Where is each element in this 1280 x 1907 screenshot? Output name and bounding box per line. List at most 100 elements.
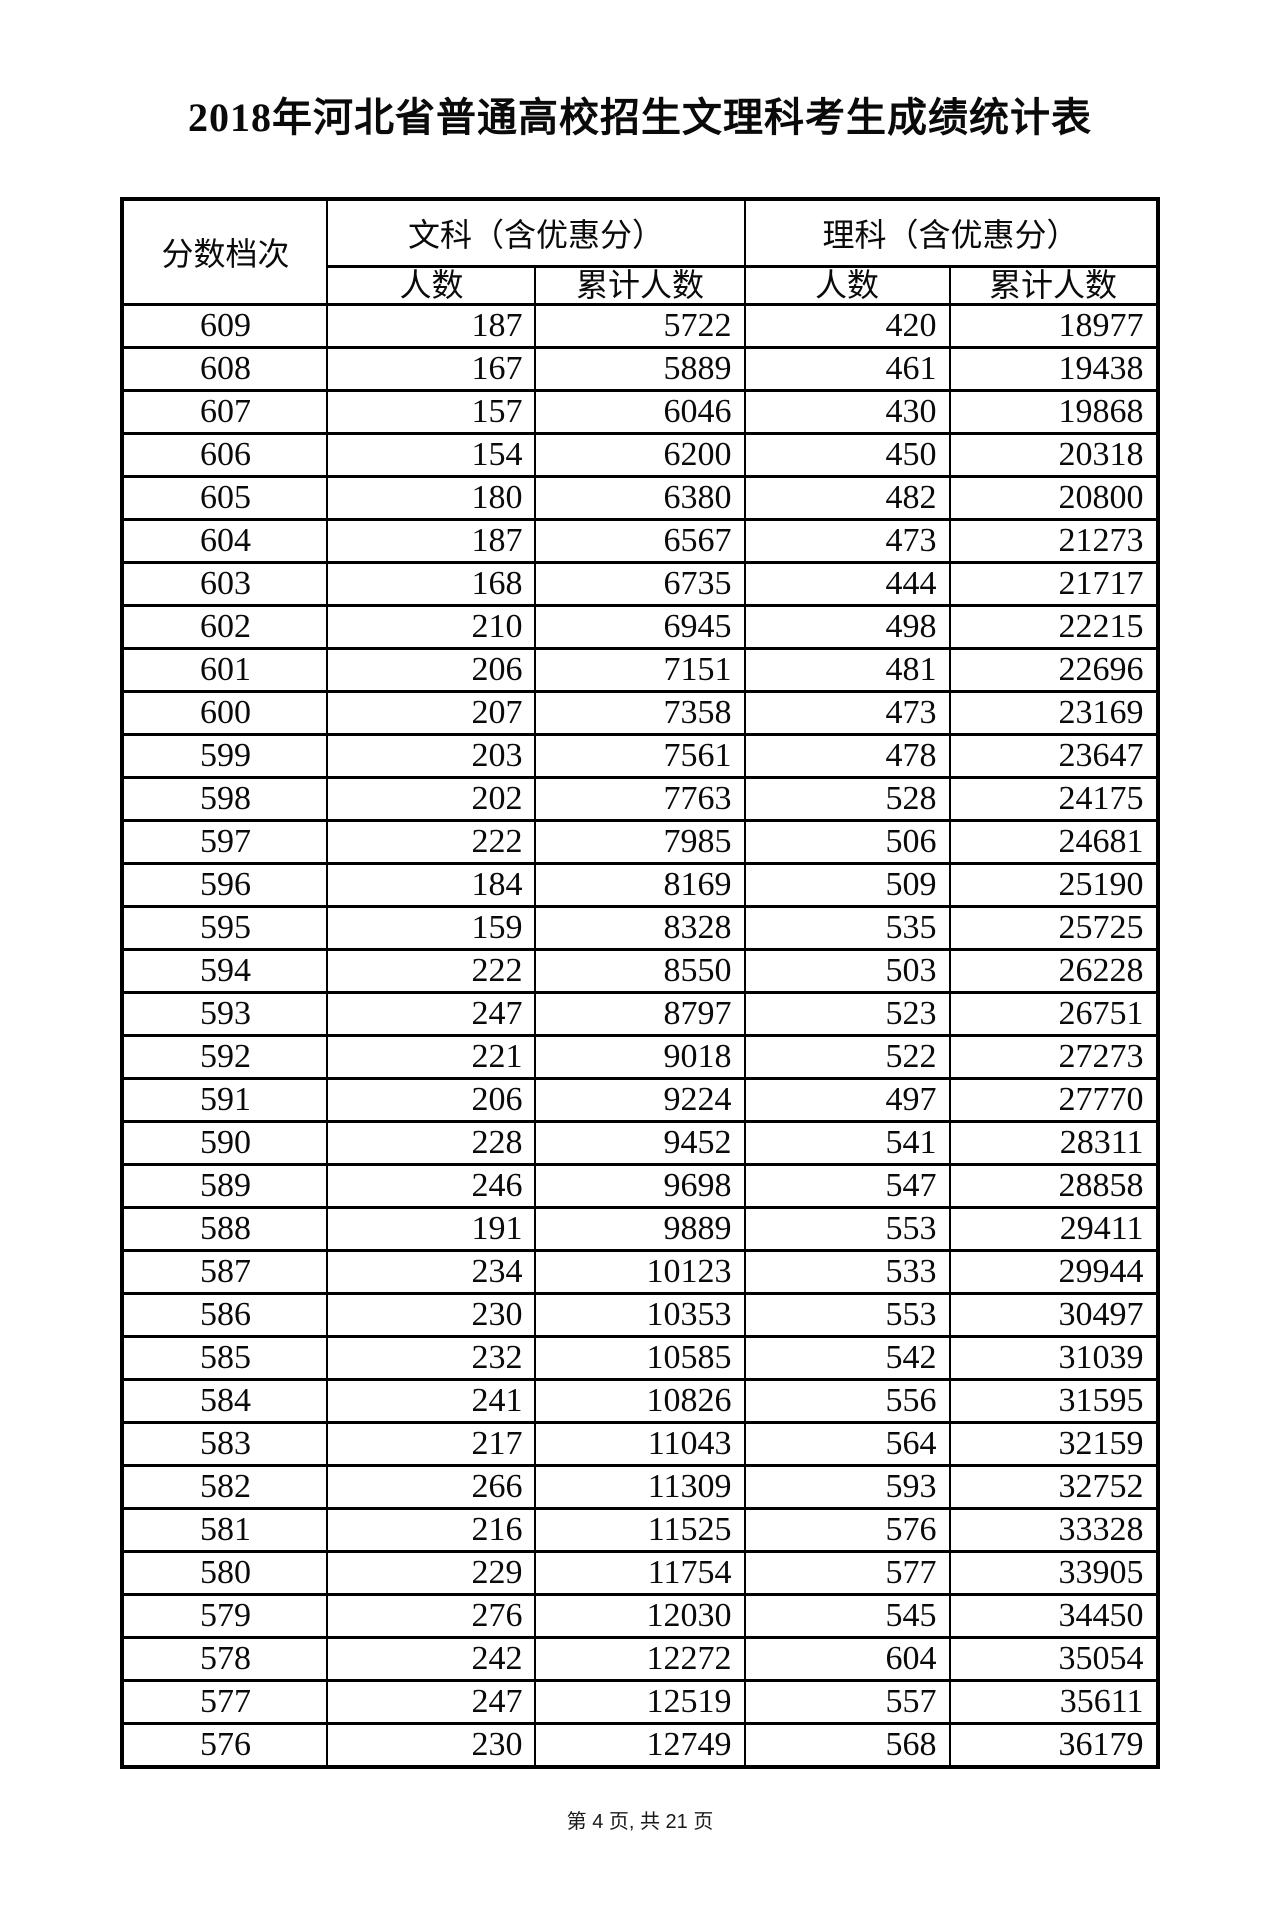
page-footer: 第 4 页, 共 21 页 — [566, 1811, 714, 1833]
liberal-count-cell: 230 — [326, 1722, 537, 1769]
liberal-cumulative-cell: 10585 — [534, 1335, 746, 1381]
science-count-cell: 503 — [743, 948, 951, 994]
liberal-count-cell: 187 — [326, 303, 537, 349]
table-row: 591 206 9224 497 27770 — [121, 1077, 1159, 1123]
score-level-cell: 588 — [121, 1206, 329, 1252]
science-count-cell: 564 — [743, 1421, 951, 1467]
liberal-count-cell: 206 — [326, 1077, 537, 1123]
score-level-cell: 600 — [121, 690, 329, 736]
science-count-cell: 482 — [743, 475, 951, 521]
table-row: 581 216 11525 576 33328 — [121, 1507, 1159, 1553]
science-count-cell: 535 — [743, 905, 951, 951]
liberal-count-cell: 276 — [326, 1593, 537, 1639]
science-count-cell: 528 — [743, 776, 951, 822]
liberal-count-cell: 234 — [326, 1249, 537, 1295]
liberal-cumulative-cell: 12030 — [534, 1593, 746, 1639]
liberal-count-cell: 203 — [326, 733, 537, 779]
score-table-body: 609 187 5722 420 18977 608 167 5889 461 19438 607 1… — [121, 303, 1159, 1769]
score-level-cell: 605 — [121, 475, 329, 521]
table-row: 600 207 7358 473 23169 — [121, 690, 1159, 736]
liberal-cumulative-cell: 5889 — [534, 346, 746, 392]
header-science-group: 理科（含优惠分） — [743, 197, 1159, 268]
science-cumulative-cell: 21273 — [948, 518, 1159, 564]
liberal-count-cell: 167 — [326, 346, 537, 392]
science-cumulative-cell: 25725 — [948, 905, 1159, 951]
science-cumulative-cell: 20800 — [948, 475, 1159, 521]
table-row: 599 203 7561 478 23647 — [121, 733, 1159, 779]
science-cumulative-cell: 35611 — [948, 1679, 1159, 1725]
liberal-cumulative-cell: 9698 — [534, 1163, 746, 1209]
score-level-cell: 580 — [121, 1550, 329, 1596]
table-row: 582 266 11309 593 32752 — [121, 1464, 1159, 1510]
score-level-cell: 579 — [121, 1593, 329, 1639]
science-count-cell: 478 — [743, 733, 951, 779]
science-count-cell: 420 — [743, 303, 951, 349]
score-level-cell: 581 — [121, 1507, 329, 1553]
liberal-count-cell: 216 — [326, 1507, 537, 1553]
table-row: 603 168 6735 444 21717 — [121, 561, 1159, 607]
science-cumulative-cell: 28311 — [948, 1120, 1159, 1166]
score-level-cell: 596 — [121, 862, 329, 908]
liberal-cumulative-cell: 8797 — [534, 991, 746, 1037]
score-level-cell: 587 — [121, 1249, 329, 1295]
liberal-cumulative-cell: 7763 — [534, 776, 746, 822]
liberal-cumulative-cell: 9224 — [534, 1077, 746, 1123]
science-cumulative-cell: 32159 — [948, 1421, 1159, 1467]
score-table-header: 分数档次 文科（含优惠分） 理科（含优惠分） 人数 累计人数 人数 累计人数 — [121, 197, 1159, 306]
liberal-cumulative-cell: 11525 — [534, 1507, 746, 1553]
score-level-cell: 595 — [121, 905, 329, 951]
science-cumulative-cell: 27273 — [948, 1034, 1159, 1080]
liberal-count-cell: 229 — [326, 1550, 537, 1596]
header-score-level: 分数档次 — [121, 197, 329, 306]
score-level-cell: 603 — [121, 561, 329, 607]
science-cumulative-cell: 26751 — [948, 991, 1159, 1037]
score-level-cell: 586 — [121, 1292, 329, 1338]
score-level-cell: 592 — [121, 1034, 329, 1080]
science-count-cell: 533 — [743, 1249, 951, 1295]
table-row: 590 228 9452 541 28311 — [121, 1120, 1159, 1166]
science-cumulative-cell: 23169 — [948, 690, 1159, 736]
science-count-cell: 557 — [743, 1679, 951, 1725]
liberal-cumulative-cell: 11754 — [534, 1550, 746, 1596]
liberal-cumulative-cell: 11309 — [534, 1464, 746, 1510]
science-count-cell: 523 — [743, 991, 951, 1037]
score-level-cell: 589 — [121, 1163, 329, 1209]
science-cumulative-cell: 24681 — [948, 819, 1159, 865]
science-cumulative-cell: 22215 — [948, 604, 1159, 650]
science-cumulative-cell: 31595 — [948, 1378, 1159, 1424]
science-count-cell: 497 — [743, 1077, 951, 1123]
liberal-cumulative-cell: 10353 — [534, 1292, 746, 1338]
liberal-count-cell: 228 — [326, 1120, 537, 1166]
liberal-count-cell: 168 — [326, 561, 537, 607]
table-row: 605 180 6380 482 20800 — [121, 475, 1159, 521]
liberal-cumulative-cell: 7358 — [534, 690, 746, 736]
science-count-cell: 522 — [743, 1034, 951, 1080]
liberal-count-cell: 202 — [326, 776, 537, 822]
score-level-cell: 602 — [121, 604, 329, 650]
score-level-cell: 607 — [121, 389, 329, 435]
liberal-count-cell: 159 — [326, 905, 537, 951]
science-count-cell: 450 — [743, 432, 951, 478]
science-cumulative-cell: 19868 — [948, 389, 1159, 435]
table-row: 601 206 7151 481 22696 — [121, 647, 1159, 693]
liberal-count-cell: 247 — [326, 991, 537, 1037]
table-row: 576 230 12749 568 36179 — [121, 1722, 1159, 1769]
science-count-cell: 547 — [743, 1163, 951, 1209]
liberal-count-cell: 246 — [326, 1163, 537, 1209]
liberal-cumulative-cell: 9889 — [534, 1206, 746, 1252]
score-level-cell: 598 — [121, 776, 329, 822]
science-cumulative-cell: 18977 — [948, 303, 1159, 349]
table-row: 604 187 6567 473 21273 — [121, 518, 1159, 564]
table-row: 596 184 8169 509 25190 — [121, 862, 1159, 908]
table-row: 602 210 6945 498 22215 — [121, 604, 1159, 650]
table-row: 587 234 10123 533 29944 — [121, 1249, 1159, 1295]
science-cumulative-cell: 34450 — [948, 1593, 1159, 1639]
science-count-cell: 509 — [743, 862, 951, 908]
score-level-cell: 590 — [121, 1120, 329, 1166]
science-cumulative-cell: 29944 — [948, 1249, 1159, 1295]
table-row: 580 229 11754 577 33905 — [121, 1550, 1159, 1596]
science-cumulative-cell: 26228 — [948, 948, 1159, 994]
score-level-cell: 604 — [121, 518, 329, 564]
liberal-cumulative-cell: 9452 — [534, 1120, 746, 1166]
liberal-cumulative-cell: 6735 — [534, 561, 746, 607]
